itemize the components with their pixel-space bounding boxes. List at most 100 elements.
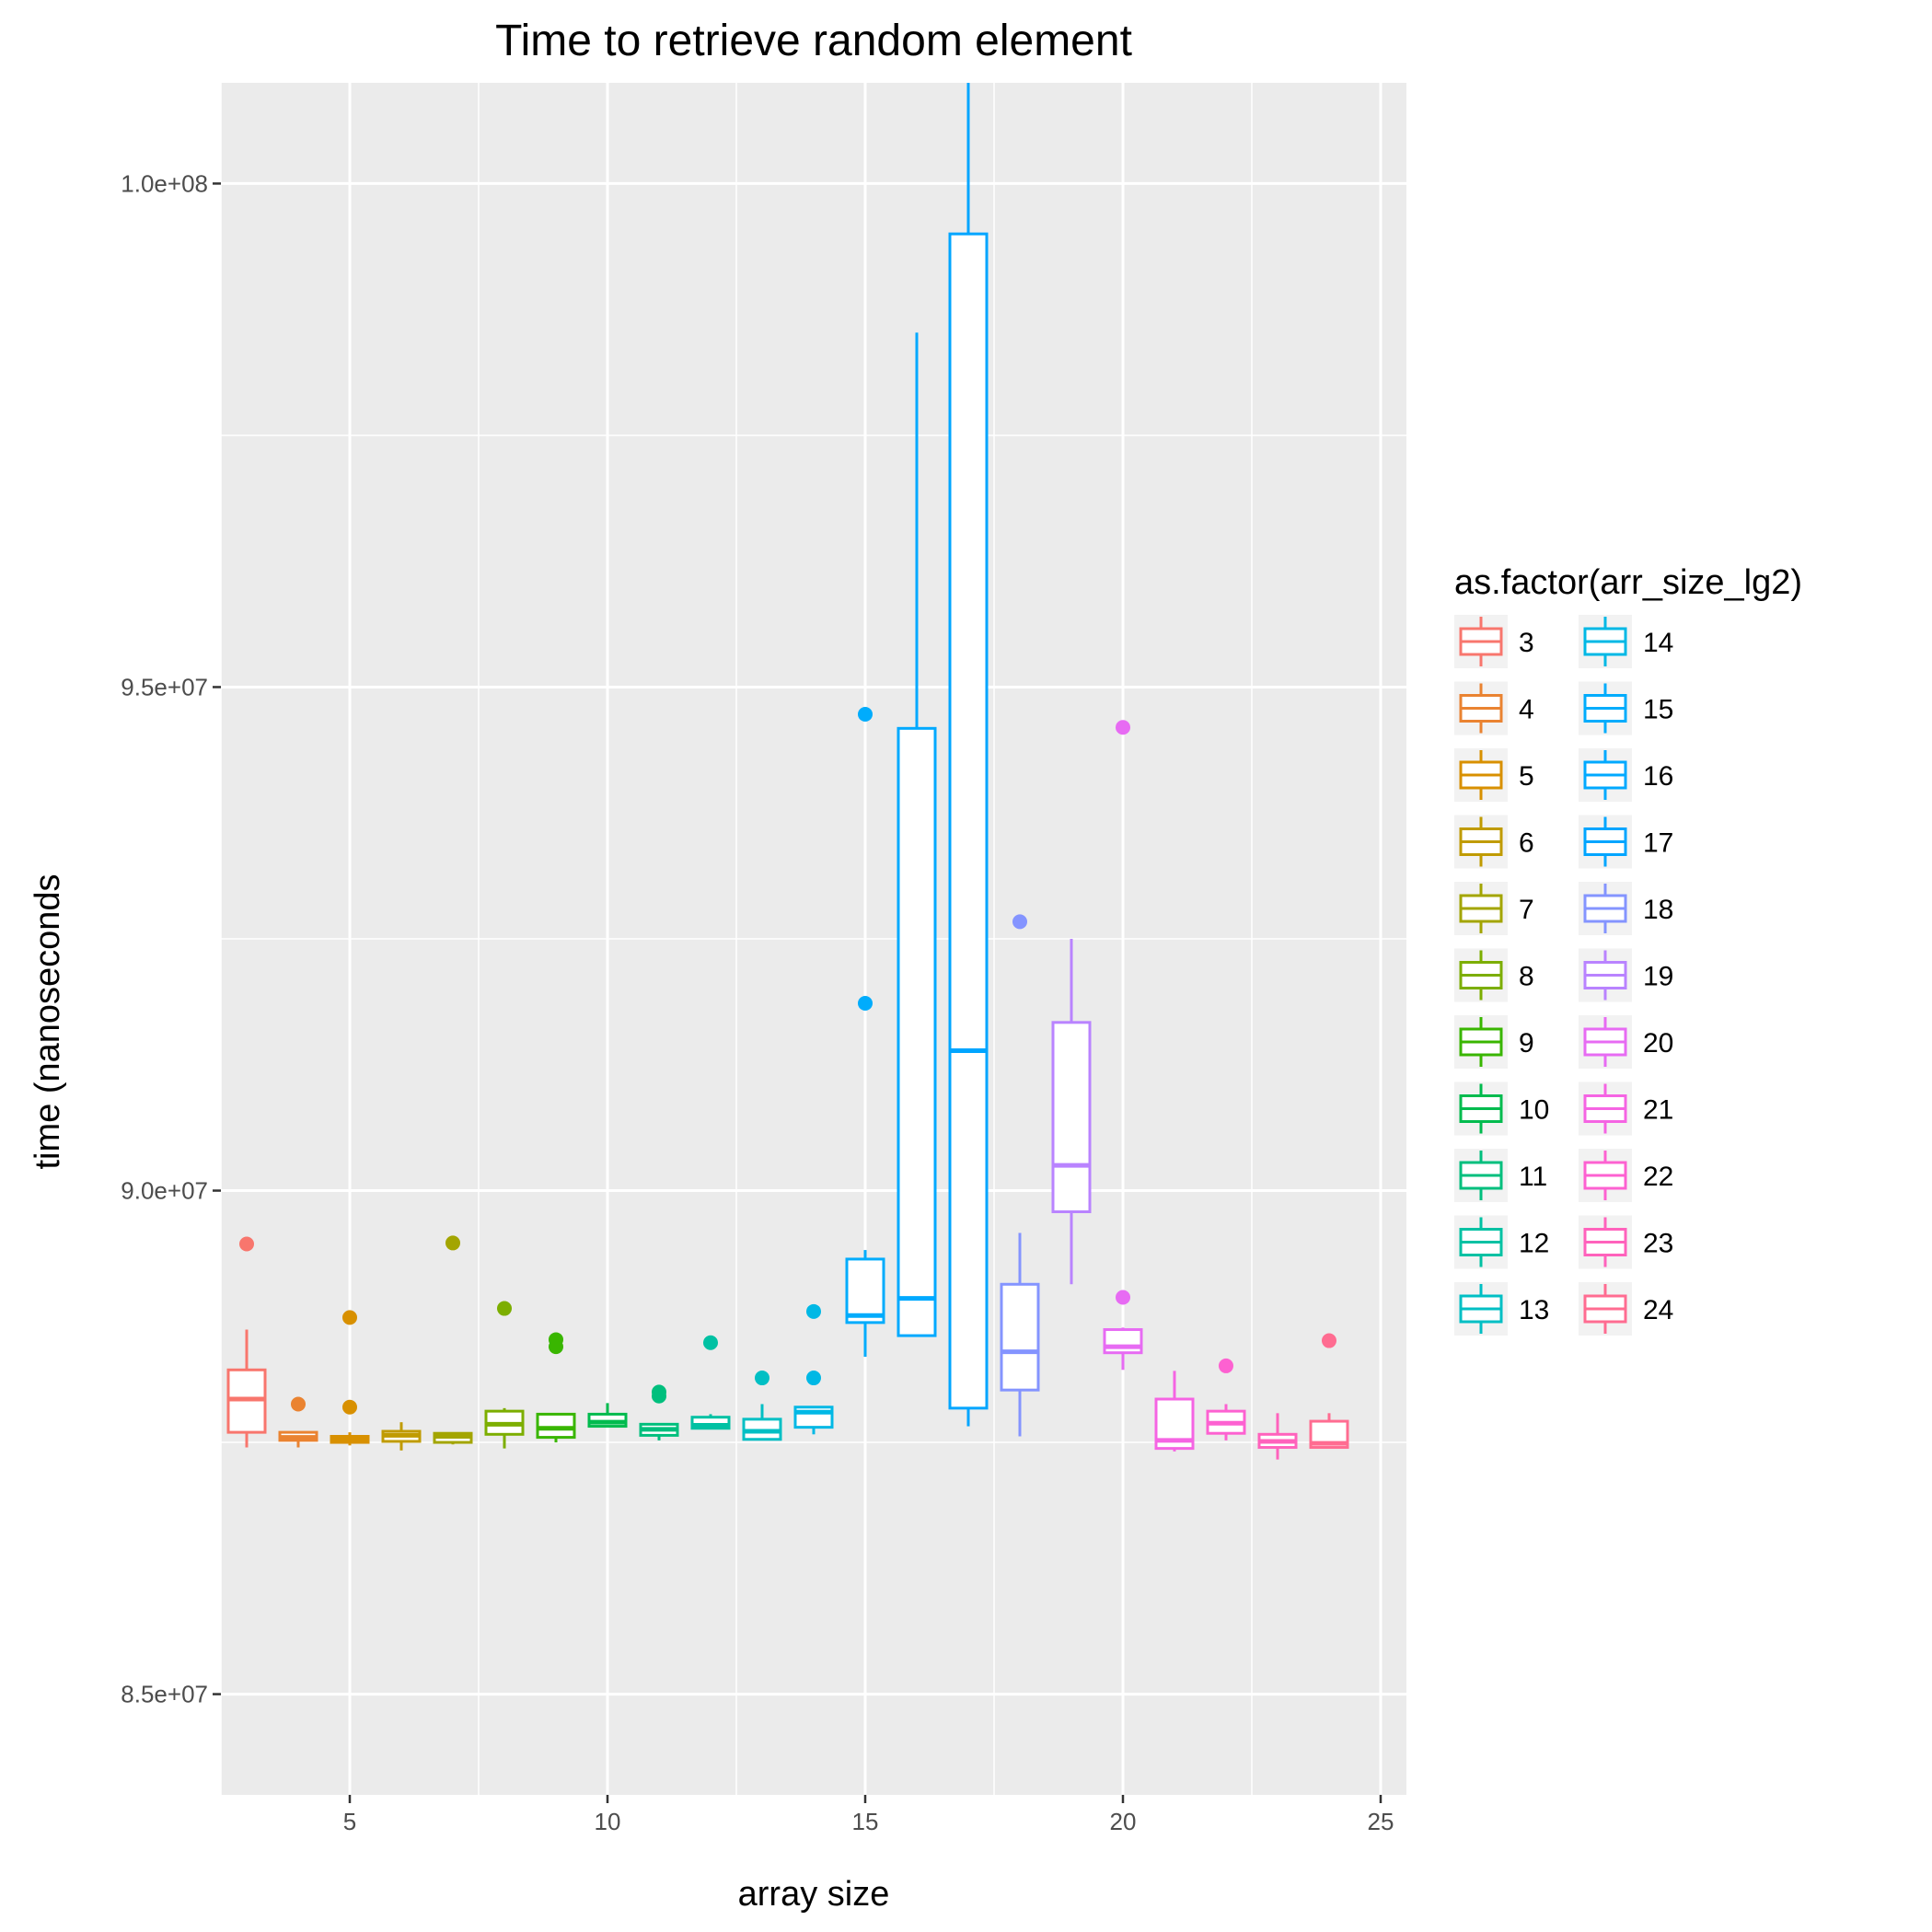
legend-item-13: 13 [1454, 1282, 1549, 1336]
outlier-point [703, 1335, 718, 1350]
legend-item-22: 22 [1579, 1149, 1673, 1202]
legend-label: 18 [1643, 895, 1673, 925]
legend-label: 19 [1643, 962, 1673, 992]
legend-item-23: 23 [1579, 1215, 1673, 1269]
outlier-point [1219, 1358, 1233, 1373]
box-20 [1103, 720, 1143, 1371]
y-tick-label: 9.5e+07 [121, 673, 208, 700]
legend-label: 7 [1519, 895, 1534, 925]
x-tick-label: 15 [852, 1808, 879, 1835]
legend-label: 22 [1643, 1162, 1673, 1192]
box-4 [278, 1396, 318, 1448]
legend-item-5: 5 [1454, 748, 1534, 802]
box-11 [639, 1384, 679, 1440]
box-15 [845, 707, 885, 1358]
legend-item-16: 16 [1579, 748, 1673, 802]
outlier-point [342, 1399, 357, 1415]
box-14 [793, 1303, 834, 1435]
outlier-point [445, 1235, 460, 1251]
y-tick-label: 1.0e+08 [121, 169, 208, 197]
box-3 [226, 1236, 267, 1448]
legend-label: 23 [1643, 1229, 1673, 1259]
legend-item-3: 3 [1454, 615, 1534, 668]
box-12 [690, 1335, 731, 1430]
legend-label: 16 [1643, 761, 1673, 792]
legend-label: 24 [1643, 1295, 1673, 1325]
outlier-point [497, 1301, 512, 1316]
legend-item-24: 24 [1579, 1282, 1673, 1336]
box-6 [381, 1422, 422, 1451]
legend-label: 9 [1519, 1028, 1534, 1059]
legend-item-9: 9 [1454, 1015, 1534, 1069]
outlier-point [1116, 1290, 1130, 1305]
legend: as.factor(arr_size_lg2) 3 4 5 6 7 8 9 10 11 12 13 1… [1454, 563, 1802, 1336]
x-tick-label: 10 [595, 1808, 621, 1835]
outlier-point [291, 1396, 306, 1412]
legend-item-11: 11 [1454, 1149, 1547, 1202]
box-18 [1000, 914, 1040, 1437]
box-22 [1206, 1358, 1246, 1440]
box-19 [1051, 939, 1092, 1285]
box-10 [587, 1403, 628, 1429]
outlier-point [549, 1339, 563, 1355]
outlier-point [858, 996, 873, 1012]
legend-label: 21 [1643, 1095, 1673, 1126]
x-axis-title: array size [738, 1875, 890, 1914]
x-tick-label: 5 [343, 1808, 356, 1835]
legend-item-18: 18 [1579, 882, 1673, 935]
legend-label: 15 [1643, 695, 1673, 725]
legend-item-8: 8 [1454, 948, 1534, 1002]
box-9 [536, 1332, 576, 1443]
box-body [948, 232, 989, 1410]
legend-label: 11 [1519, 1162, 1547, 1192]
outlier-point [1322, 1333, 1336, 1348]
box-8 [484, 1301, 525, 1449]
box-body [1051, 1021, 1092, 1214]
x-tick-label: 25 [1368, 1808, 1394, 1835]
legend-label: 3 [1519, 628, 1534, 658]
box-7 [433, 1235, 473, 1445]
major-gridlines [221, 83, 1406, 1795]
legend-label: 14 [1643, 628, 1673, 658]
box-5 [330, 1310, 370, 1446]
box-body [897, 726, 937, 1337]
box-17 [948, 83, 989, 1427]
legend-title: as.factor(arr_size_lg2) [1454, 563, 1802, 602]
y-axis: 8.5e+07 9.0e+07 9.5e+07 1.0e+08 [121, 169, 221, 1708]
outlier-point [1012, 914, 1027, 930]
box-body [1103, 1328, 1143, 1355]
outlier-point [806, 1303, 821, 1319]
legend-label: 20 [1643, 1028, 1673, 1059]
legend-item-12: 12 [1454, 1215, 1549, 1269]
legend-label: 8 [1519, 962, 1534, 992]
legend-item-10: 10 [1454, 1082, 1549, 1136]
legend-item-14: 14 [1579, 615, 1673, 668]
legend-item-20: 20 [1579, 1015, 1673, 1069]
boxplot-series [226, 83, 1349, 1460]
legend-label: 17 [1643, 828, 1673, 859]
outlier-point [1116, 720, 1130, 735]
outlier-point [755, 1371, 769, 1386]
legend-item-4: 4 [1454, 681, 1534, 735]
x-axis: 5 10 15 20 25 [343, 1795, 1394, 1835]
chart-title: Time to retrieve random element [495, 17, 1132, 65]
outlier-point [342, 1310, 357, 1325]
outlier-point [858, 707, 873, 723]
box-16 [897, 332, 937, 1337]
y-tick-label: 8.5e+07 [121, 1681, 208, 1708]
legend-label: 6 [1519, 828, 1534, 859]
outlier-point [806, 1371, 821, 1386]
box-body [845, 1257, 885, 1325]
legend-label: 10 [1519, 1095, 1549, 1126]
y-axis-title: time (nanoseconds [29, 873, 67, 1169]
y-tick-label: 9.0e+07 [121, 1177, 208, 1205]
outlier-point [652, 1388, 666, 1404]
legend-item-15: 15 [1579, 681, 1673, 735]
box-body [536, 1412, 576, 1440]
legend-label: 12 [1519, 1229, 1549, 1259]
legend-item-7: 7 [1454, 882, 1534, 935]
legend-label: 5 [1519, 761, 1534, 792]
x-tick-label: 20 [1110, 1808, 1137, 1835]
box-21 [1154, 1371, 1195, 1452]
